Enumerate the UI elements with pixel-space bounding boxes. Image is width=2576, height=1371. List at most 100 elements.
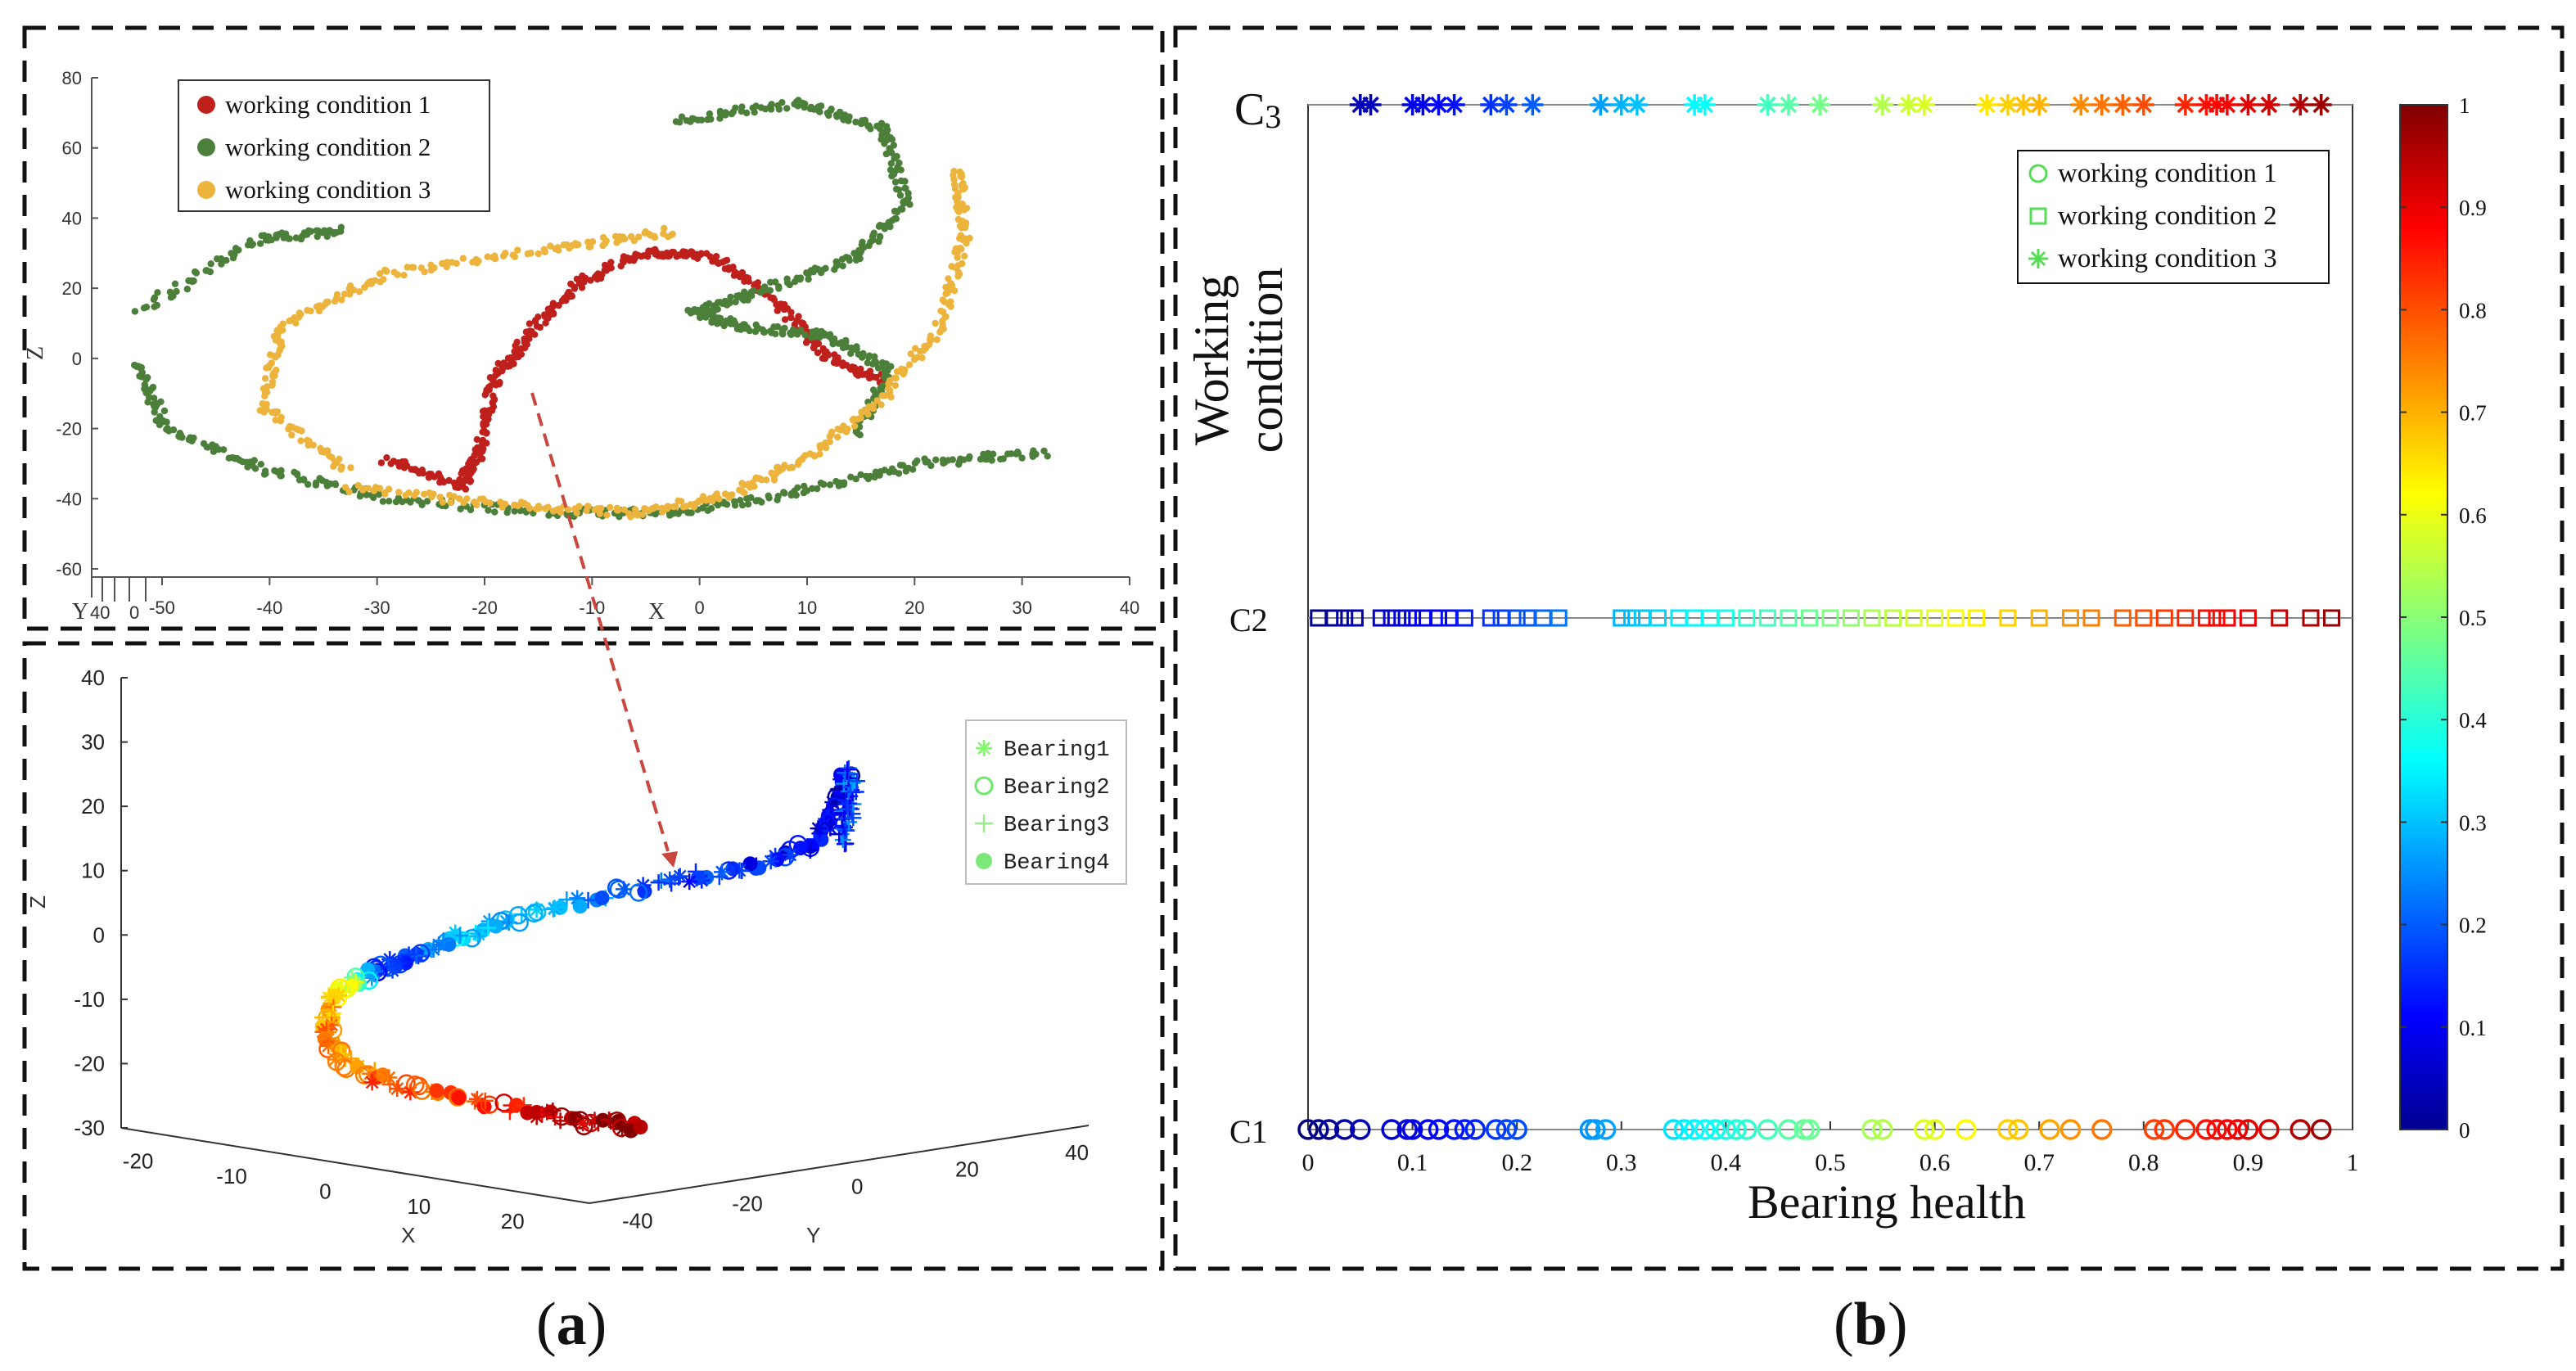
data-point [450,493,458,500]
panel-a-bottom-frame [22,641,1165,1271]
data-point [852,256,860,264]
data-point [1662,1119,1685,1140]
data-point [795,313,802,320]
data-point [400,272,408,279]
data-point [1884,609,1902,627]
legend-label-bearing4: Bearing4 [1004,851,1110,876]
data-point [547,242,554,250]
legend-marker-wc3 [197,181,215,199]
data-point [332,480,339,488]
b-cbtick-label: 0.8 [2459,298,2487,322]
data-point [376,270,384,277]
a-bot-ztick-label: 30 [81,730,105,755]
b-cbtick-label: 1 [2459,93,2470,118]
data-point [794,484,801,491]
data-point [279,320,286,327]
data-point [661,224,668,232]
data-point [767,278,774,286]
data-point [567,280,575,288]
data-point [947,298,954,305]
series-working-condition-2 [1310,609,2340,627]
b-legend-marker-wc2 [2029,207,2047,225]
data-point [503,362,511,369]
data-point [620,506,628,513]
data-point [787,313,795,322]
data-point [292,319,300,327]
data-point [356,493,364,500]
data-point [751,483,758,490]
data-point [341,291,349,298]
data-point [2155,609,2173,627]
b-cbtick-label: 0.5 [2459,606,2487,630]
data-point [757,289,765,296]
data-point [2177,609,2195,627]
data-point [775,285,783,292]
data-point [166,288,174,295]
data-point [627,232,635,241]
data-point [672,118,680,125]
data-point [609,880,629,899]
data-point [445,476,453,485]
a-top-xtick-label: 30 [1012,598,1031,618]
data-point [873,397,881,404]
data-point [743,324,751,331]
data-point [2208,609,2226,627]
b-ytick-c3: C3 [1234,84,1281,135]
data-point [549,300,557,307]
data-point [2323,609,2340,627]
data-point [2217,1119,2238,1140]
data-point [848,773,865,790]
data-point [2112,94,2134,115]
data-point [816,442,823,449]
data-point [413,489,420,496]
data-point [400,464,408,471]
data-point [805,276,812,283]
data-point [1333,1119,1356,1140]
data-point [1738,609,1756,627]
b-xtick-label: 0 [1302,1149,1315,1176]
series-working-condition-3 [256,224,676,473]
connector-arrow [530,392,678,868]
data-point [921,342,928,350]
data-point [651,233,659,241]
data-point [750,286,757,294]
series-working-condition-2-upper-arc- [131,223,345,315]
data-point [859,354,866,361]
data-point [157,398,165,405]
data-point [721,265,729,273]
data-point [716,107,724,115]
a-top-legend: working condition 1 working condition 2 … [178,79,490,212]
b-cbtick-label: 0.7 [2459,401,2487,426]
data-point [573,509,580,516]
a-top-ztick-label: -60 [56,559,82,580]
data-point [1443,1119,1465,1140]
b-legend-marker-wc3 [2028,249,2048,268]
data-point [763,476,770,484]
data-point [837,836,854,853]
data-point [988,457,995,464]
data-point [742,109,751,117]
data-point [756,497,763,504]
data-point [707,115,715,123]
data-point [863,408,871,416]
b-cbtick-label: 0.3 [2459,810,2487,835]
data-point [795,458,802,467]
legend-label-wc2: working condition 2 [225,133,431,161]
data-point [1871,94,1893,115]
data-point [758,476,765,484]
data-point [1585,1119,1606,1140]
data-point [897,166,905,174]
data-point [658,504,665,512]
data-point [488,918,503,934]
data-point [927,462,935,470]
data-point [1999,609,2017,627]
data-point [850,422,859,430]
data-point [363,491,370,498]
data-point [852,476,859,483]
data-point [2059,1119,2082,1140]
data-point [307,228,314,235]
data-point [1757,94,1779,115]
data-point [1044,453,1051,460]
data-point [503,508,511,516]
data-point [839,761,856,778]
